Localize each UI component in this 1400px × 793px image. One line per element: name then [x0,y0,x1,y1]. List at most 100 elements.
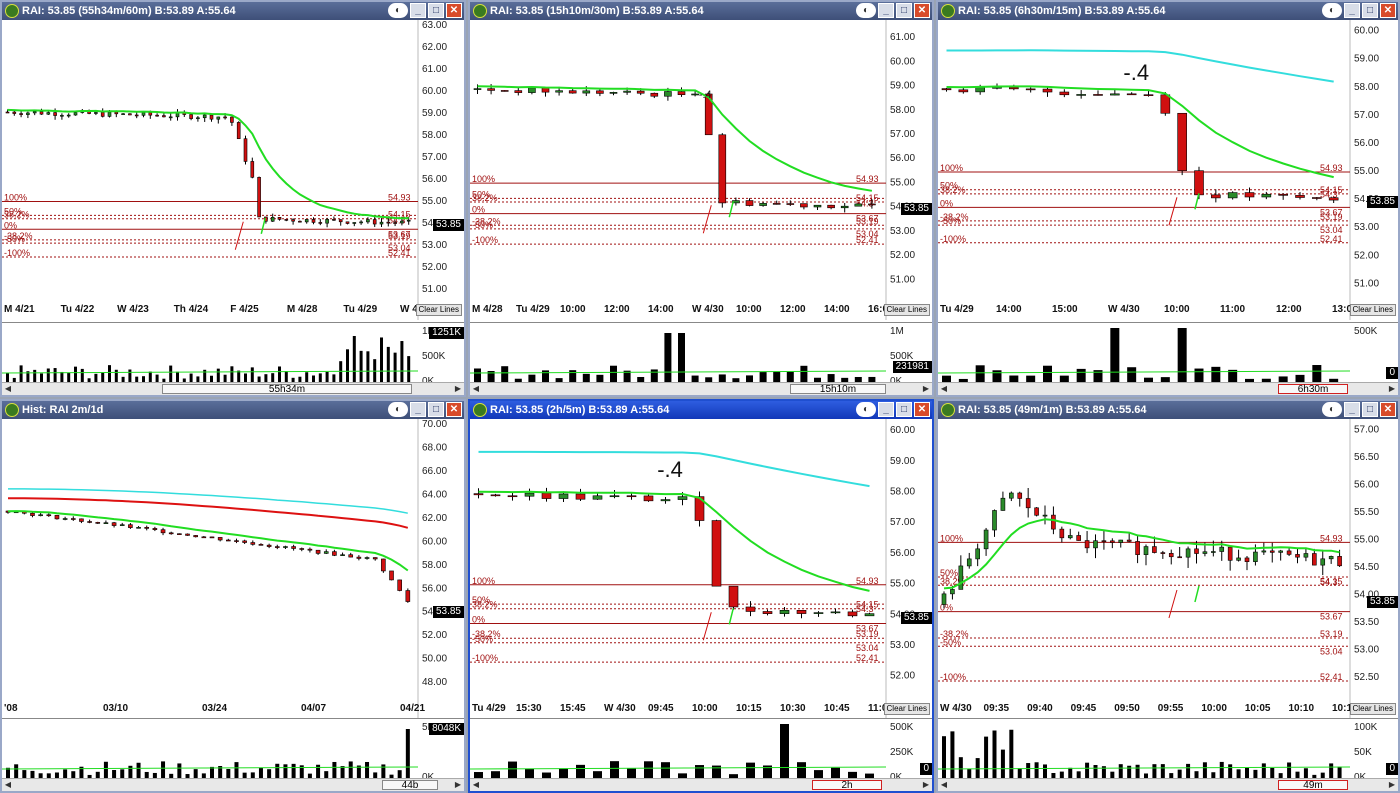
candle[interactable] [1059,528,1065,539]
price-chart[interactable]: 60.0059.0058.0057.0056.0055.0054.0053.00… [470,419,932,719]
candle[interactable] [854,203,863,207]
candle[interactable] [500,90,509,92]
time-scrollbar[interactable]: ◀ ▶ 6h30m [938,382,1398,395]
candle[interactable] [1025,498,1031,509]
candle[interactable] [87,521,92,523]
candle[interactable] [332,551,337,556]
candle[interactable] [250,542,256,545]
candle[interactable] [372,219,377,225]
candle[interactable] [1194,548,1199,554]
candle[interactable] [389,570,394,581]
candle[interactable] [779,610,790,614]
candle[interactable] [340,554,345,556]
clear-lines-button[interactable]: Clear Lines [883,703,930,715]
candle[interactable] [1143,94,1154,96]
candle[interactable] [26,112,30,115]
candle[interactable] [95,522,101,524]
candle[interactable] [711,520,722,587]
candle[interactable] [1177,556,1182,559]
candle[interactable] [323,551,329,554]
candle[interactable] [830,611,841,614]
close-icon[interactable]: ✕ [1380,402,1396,417]
candle[interactable] [958,565,964,590]
candle[interactable] [189,114,193,119]
candle[interactable] [1034,507,1039,516]
close-icon[interactable]: ✕ [914,402,930,417]
candle[interactable] [1295,554,1300,558]
price-panel[interactable]: 57.00 56.50 56.00 55.50 55.00 54.50 54.00 53.50… [938,419,1398,719]
candle[interactable] [397,579,402,591]
price-panel[interactable]: 61.0060.0059.0058.0057.0056.0055.0054.00… [470,20,932,320]
candle[interactable] [941,593,947,605]
price-panel[interactable]: 63.00 62.00 61.00 60.00 59.00 58.00 57.00 56.00… [2,20,464,320]
chart-window-w2[interactable]: RAI: 53.85 (15h10m/30m) B:53.89 A:55.64 ◐… [468,0,934,397]
candle[interactable] [119,524,125,526]
candle[interactable] [168,116,173,119]
candle[interactable] [1093,94,1103,96]
candle[interactable] [1168,553,1174,558]
candle[interactable] [1126,539,1132,542]
candle[interactable] [575,493,586,500]
minimize-icon[interactable]: _ [410,402,426,417]
candle[interactable] [405,590,411,602]
candle[interactable] [1152,546,1157,553]
candle[interactable] [386,221,391,224]
candle[interactable] [1278,193,1288,196]
scroll-right-icon[interactable]: ▶ [922,384,930,393]
scroll-left-icon[interactable]: ◀ [4,384,12,393]
candle[interactable] [406,219,411,222]
candle[interactable] [694,496,705,521]
candle[interactable] [528,87,536,93]
close-icon[interactable]: ✕ [446,402,462,417]
maximize-icon[interactable]: □ [428,402,444,417]
scroll-left-icon[interactable]: ◀ [4,780,12,789]
candle[interactable] [152,528,158,530]
minimize-icon[interactable]: _ [1344,402,1360,417]
candle[interactable] [1253,551,1258,562]
clear-lines-button[interactable]: Clear Lines [1349,703,1396,715]
scroll-thumb[interactable]: 49m [1278,780,1348,791]
chart-window-w6[interactable]: RAI: 53.85 (49m/1m) B:53.89 A:55.64 ◐ _ □ ✕ 5… [936,399,1400,793]
candle[interactable] [609,495,620,498]
candle[interactable] [1084,540,1090,549]
candle[interactable] [582,90,591,94]
chart-window-w5[interactable]: RAI: 53.85 (2h/5m) B:53.89 A:55.64 ◐ _ □ ✕ 60… [468,399,934,793]
candle[interactable] [257,177,261,218]
candle[interactable] [473,88,482,90]
candle[interactable] [177,533,182,535]
candle[interactable] [128,524,133,528]
candle[interactable] [201,536,207,539]
candle[interactable] [1328,197,1339,201]
candle[interactable] [103,522,109,524]
candle[interactable] [366,219,370,223]
pin-icon[interactable]: ◐ [1322,402,1342,417]
candle[interactable] [718,134,727,204]
candle[interactable] [800,203,808,208]
candle[interactable] [827,204,835,209]
candle[interactable] [507,495,518,498]
candle[interactable] [318,222,323,224]
price-chart[interactable]: 57.00 56.50 56.00 55.50 55.00 54.50 54.00 53.50… [938,419,1398,719]
candle[interactable] [136,527,141,529]
price-annotation[interactable]: -.4 [1123,60,1149,85]
candle[interactable] [1278,550,1283,553]
candle[interactable] [524,492,535,497]
time-scrollbar[interactable]: ◀ ▶ 44b [2,778,464,791]
candle[interactable] [786,203,795,205]
candle[interactable] [664,91,672,97]
candle[interactable] [1211,194,1221,199]
price-chart[interactable]: 60.0059.0058.0057.0056.0055.0054.0053.00… [938,20,1398,320]
title-bar[interactable]: RAI: 53.85 (6h30m/15m) B:53.89 A:55.64 ◐ _… [938,2,1398,20]
candle[interactable] [1269,550,1275,553]
time-scrollbar[interactable]: ◀ ▶ 15h10m [470,382,932,395]
candle[interactable] [381,558,386,572]
candle[interactable] [704,93,713,136]
candle[interactable] [1202,551,1208,554]
candle[interactable] [1328,556,1334,560]
candle[interactable] [243,138,248,162]
candle[interactable] [1185,548,1191,558]
candle[interactable] [223,116,227,119]
candle[interactable] [1110,540,1115,543]
candle[interactable] [864,613,875,617]
candle[interactable] [868,203,876,206]
